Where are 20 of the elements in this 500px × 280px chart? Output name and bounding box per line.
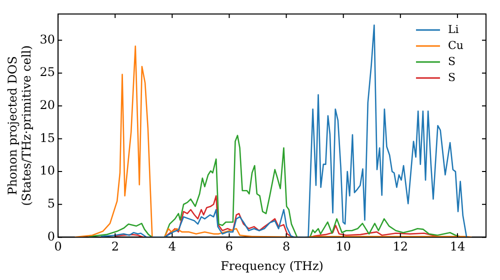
legend-label: Cu	[448, 38, 464, 52]
y-tick-label: 0	[47, 229, 56, 244]
y-tick-label: 30	[40, 32, 56, 46]
legend-label: Li	[448, 22, 460, 36]
y-tick-label: 10	[40, 164, 56, 178]
x-tick-label: 14	[450, 240, 466, 254]
x-axis-title: Frequency (THz)	[220, 258, 324, 273]
x-tick-label: 4	[168, 240, 176, 254]
y-tick-label: 5	[47, 196, 56, 210]
y-tick-label: 25	[40, 65, 56, 80]
x-tick-label: 8	[282, 240, 290, 254]
y-tick-label: 15	[40, 130, 56, 145]
x-tick-label: 10	[336, 240, 351, 254]
x-tick-label: 6	[225, 240, 234, 254]
legend-label: S	[448, 54, 456, 68]
legend-label: S	[448, 70, 456, 84]
x-tick-label: 2	[111, 240, 119, 254]
x-tick-label: 12	[392, 240, 408, 254]
y-tick-label: 20	[40, 98, 56, 112]
y-axis-title: Phonon projected DOS (States/THz·primitive cell)	[5, 45, 34, 206]
